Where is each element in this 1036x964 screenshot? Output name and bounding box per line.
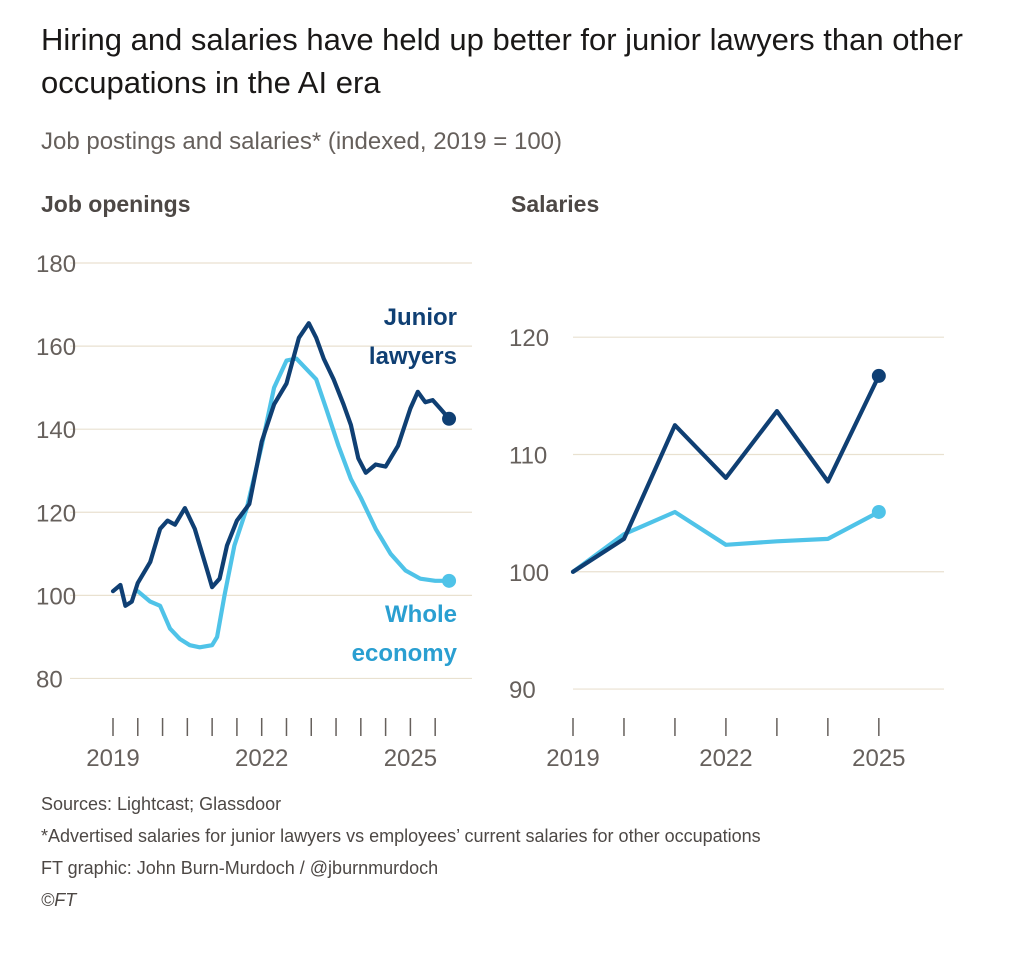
label-whole-economy: Whole [385, 601, 457, 628]
series-endpoint-junior-lawyers [442, 411, 457, 426]
salary-footnote: *Advertised salaries for junior lawyers … [41, 826, 761, 846]
x-tick-label: 2025 [384, 745, 437, 772]
x-tick-label: 2019 [546, 745, 599, 772]
y-tick-label: 90 [509, 677, 536, 704]
label-whole-economy: economy [352, 640, 458, 667]
x-tick-label: 2025 [852, 745, 905, 772]
label-junior-lawyers: lawyers [369, 343, 457, 370]
y-tick-label: 110 [509, 442, 547, 469]
copyright: ©FT [41, 890, 77, 910]
x-tick-label: 2022 [699, 745, 752, 772]
y-tick-label: 80 [36, 666, 63, 693]
panel-job-openings: 80 100 120 140 160 180 2019 2022 2025 [36, 251, 472, 772]
y-tick-label: 100 [36, 583, 76, 610]
series-line-junior-lawyers [110, 321, 452, 608]
graphic-credit: FT graphic: John Burn-Murdoch / @jburnmu… [41, 858, 439, 878]
x-tick-label: 2019 [86, 745, 139, 772]
y-tick-label: 160 [36, 334, 76, 361]
series-line-whole-economy [135, 356, 452, 650]
y-tick-label: 120 [509, 325, 549, 352]
y-tick-label: 100 [509, 560, 549, 587]
label-junior-lawyers: Junior [384, 304, 457, 331]
series-line-junior-lawyers [570, 373, 881, 574]
y-tick-label: 140 [36, 417, 76, 444]
y-tick-label: 180 [36, 251, 76, 278]
panel-salaries: 90 100 110 120 2019 2022 2025 [509, 325, 944, 772]
panel-title-job-openings: Job openings [41, 191, 191, 217]
footnotes: Sources: Lightcast; Glassdoor *Advertise… [41, 788, 981, 916]
y-tick-label: 120 [36, 500, 76, 527]
chart-title: Hiring and salaries have held up better … [41, 22, 963, 100]
x-tick-label: 2022 [235, 745, 288, 772]
chart-subtitle: Job postings and salaries* (indexed, 201… [41, 128, 563, 155]
sources-note: Sources: Lightcast; Glassdoor [41, 794, 282, 814]
series-endpoint-whole-economy [871, 504, 886, 519]
series-endpoint-whole-economy [442, 573, 457, 588]
panel-title-salaries: Salaries [511, 191, 600, 217]
series-endpoint-junior-lawyers [871, 368, 886, 383]
